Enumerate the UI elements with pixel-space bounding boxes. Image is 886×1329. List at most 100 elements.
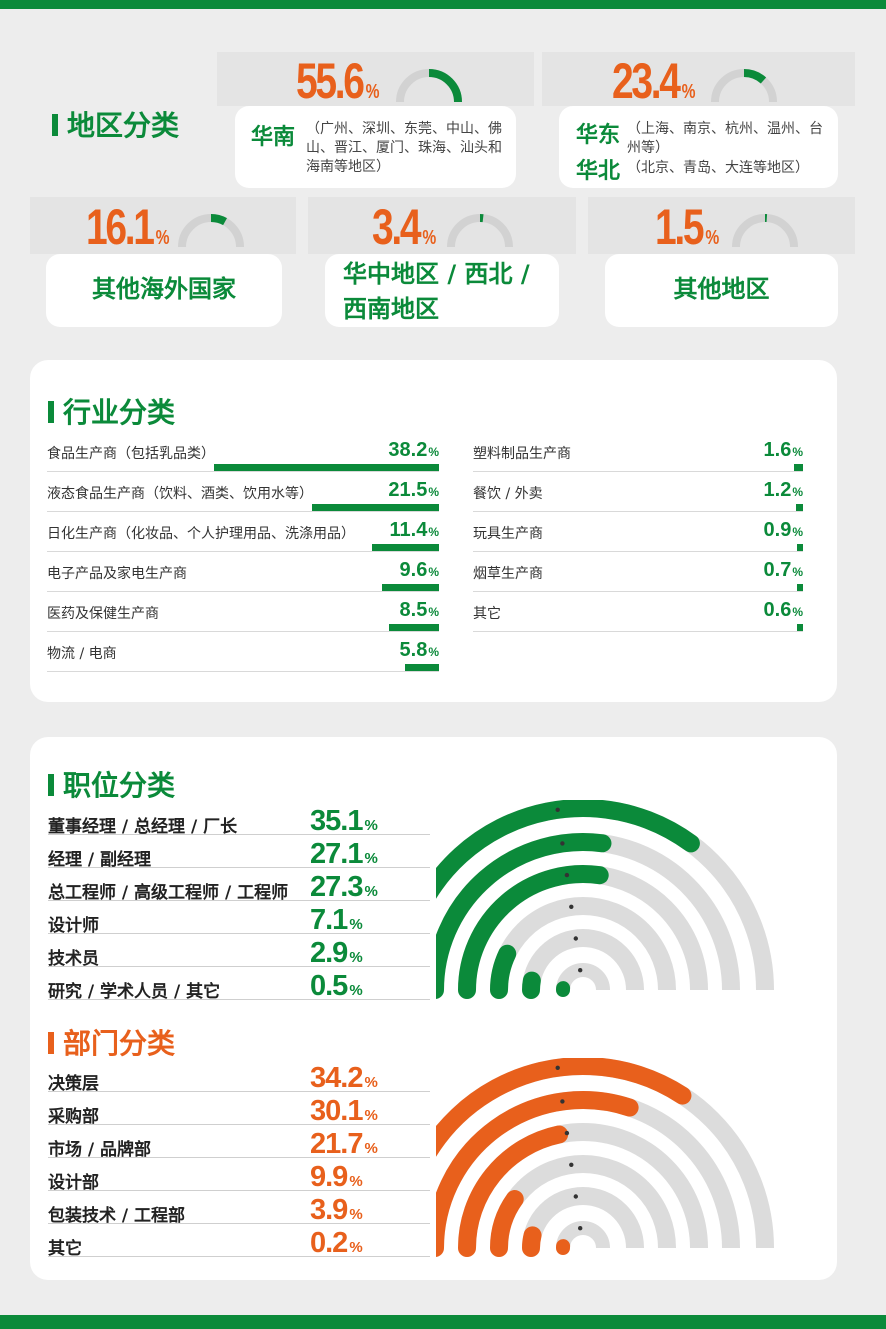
region-4-pct-value: 3.4 bbox=[372, 199, 422, 255]
region-2-gauge bbox=[711, 69, 777, 103]
region-3-pct: 16.1% bbox=[86, 202, 170, 252]
department-value-num: 34.2 bbox=[310, 1062, 363, 1094]
positions-heading-text: 职位分类 bbox=[63, 769, 176, 802]
gauge-track bbox=[178, 214, 244, 248]
radial-dot bbox=[564, 872, 570, 878]
position-label: 经理 / 副经理 bbox=[48, 850, 152, 870]
percent-sign: % bbox=[155, 227, 170, 249]
region-1-pct-value: 55.6 bbox=[296, 53, 365, 109]
industry-value-num: 8.5 bbox=[399, 599, 428, 621]
department-label: 其它 bbox=[48, 1239, 82, 1259]
position-value: 35.1% bbox=[310, 805, 378, 838]
industry-label: 玩具生产商 bbox=[473, 526, 543, 542]
industry-row: 塑料制品生产商 1.6% bbox=[473, 431, 803, 472]
radial-dot bbox=[578, 1226, 583, 1231]
department-value: 34.2% bbox=[310, 1062, 378, 1095]
industry-label: 塑料制品生产商 bbox=[473, 446, 571, 462]
department-value-num: 0.2 bbox=[310, 1227, 348, 1259]
department-label: 市场 / 品牌部 bbox=[48, 1140, 152, 1160]
industry-bar bbox=[388, 624, 439, 631]
radial-bar bbox=[436, 800, 700, 899]
radial-bar bbox=[490, 1190, 524, 1257]
gauge-value-arc bbox=[743, 69, 767, 84]
region-card-5-top bbox=[588, 197, 855, 254]
row-divider bbox=[48, 1256, 430, 1257]
top-band bbox=[0, 0, 886, 9]
region-1-pct: 55.6% bbox=[296, 56, 380, 106]
industry-value-num: 21.5 bbox=[388, 479, 428, 501]
region-3-name: 其他海外国家 bbox=[92, 275, 236, 303]
position-label: 董事经理 / 总经理 / 厂长 bbox=[48, 817, 238, 837]
positions-heading: 职位分类 bbox=[48, 764, 175, 804]
industry-row: 食品生产商（包括乳品类） 38.2% bbox=[47, 431, 439, 472]
radial-bar bbox=[436, 1091, 639, 1257]
industry-row: 餐饮 / 外卖 1.2% bbox=[473, 471, 803, 512]
industry-value: 21.5% bbox=[388, 479, 439, 502]
region-4-pct: 3.4% bbox=[372, 202, 436, 252]
region-card-3 bbox=[46, 254, 282, 327]
industry-label: 电子产品及家电生产商 bbox=[47, 566, 187, 582]
radial-dot bbox=[569, 1162, 574, 1167]
industry-value-num: 0.9 bbox=[763, 519, 792, 541]
row-divider bbox=[48, 834, 430, 835]
industry-row: 医药及保健生产商 8.5% bbox=[47, 591, 439, 632]
industry-value-num: 38.2 bbox=[388, 439, 428, 461]
percent-sign: % bbox=[792, 605, 803, 619]
row-divider bbox=[48, 1190, 430, 1191]
percent-sign: % bbox=[364, 1140, 378, 1157]
gauge-value-arc bbox=[428, 69, 462, 103]
percent-sign: % bbox=[365, 81, 380, 103]
industry-label: 烟草生产商 bbox=[473, 566, 543, 582]
region-heading: 地区分类 bbox=[52, 104, 179, 144]
radial-dot bbox=[555, 1065, 560, 1070]
department-value: 3.9% bbox=[310, 1194, 363, 1227]
department-value-num: 3.9 bbox=[310, 1194, 348, 1226]
percent-sign: % bbox=[428, 485, 439, 499]
industry-label: 医药及保健生产商 bbox=[47, 606, 159, 622]
radial-dot bbox=[573, 936, 578, 941]
percent-sign: % bbox=[364, 1074, 378, 1091]
position-label: 总工程师 / 高级工程师 / 工程师 bbox=[48, 883, 289, 903]
industry-label: 液态食品生产商（饮料、酒类、饮用水等） bbox=[47, 486, 313, 502]
gauge-track bbox=[447, 214, 513, 248]
industry-heading: 行业分类 bbox=[48, 391, 175, 431]
row-divider bbox=[48, 1091, 430, 1092]
industry-label: 其它 bbox=[473, 606, 501, 622]
industry-row: 日化生产商（化妆品、个人护理用品、洗涤用品） 11.4% bbox=[47, 511, 439, 552]
position-label: 技术员 bbox=[48, 949, 99, 969]
percent-sign: % bbox=[364, 817, 378, 834]
industry-panel bbox=[30, 360, 837, 702]
percent-sign: % bbox=[349, 949, 363, 966]
departments-heading-text: 部门分类 bbox=[63, 1027, 176, 1060]
industry-bar bbox=[213, 464, 439, 471]
positions-departments-panel bbox=[30, 737, 837, 1280]
industry-value-num: 1.6 bbox=[763, 439, 792, 461]
radial-bar bbox=[458, 1125, 569, 1257]
heading-marker bbox=[48, 1032, 54, 1054]
radial-bar bbox=[436, 833, 612, 999]
region-1-desc: （广州、深圳、东莞、中山、佛山、晋江、厦门、珠海、汕头和海南等地区） bbox=[306, 121, 502, 175]
region-card-1-top bbox=[217, 52, 534, 106]
row-divider bbox=[48, 1223, 430, 1224]
industry-row: 液态食品生产商（饮料、酒类、饮用水等） 21.5% bbox=[47, 471, 439, 512]
department-label: 包装技术 / 工程部 bbox=[48, 1206, 186, 1226]
industry-value: 5.8% bbox=[400, 639, 439, 662]
percent-sign: % bbox=[705, 227, 720, 249]
gauge-track bbox=[732, 214, 798, 248]
position-value: 2.9% bbox=[310, 937, 363, 970]
region-1-gauge bbox=[396, 69, 462, 103]
percent-sign: % bbox=[349, 916, 363, 933]
industry-row: 烟草生产商 0.7% bbox=[473, 551, 803, 592]
industry-bar bbox=[404, 664, 439, 671]
industry-bar bbox=[371, 544, 439, 551]
row-divider bbox=[48, 966, 430, 967]
industry-value-num: 0.6 bbox=[763, 599, 792, 621]
industry-label: 日化生产商（化妆品、个人护理用品、洗涤用品） bbox=[47, 526, 355, 542]
region-1-name: 华南 bbox=[251, 125, 296, 150]
department-value: 21.7% bbox=[310, 1128, 378, 1161]
percent-sign: % bbox=[681, 81, 696, 103]
position-label: 研究 / 学术人员 / 其它 bbox=[48, 982, 221, 1002]
region-card-2-top bbox=[542, 52, 855, 106]
industry-value-num: 1.2 bbox=[763, 479, 792, 501]
position-value: 27.1% bbox=[310, 838, 378, 871]
